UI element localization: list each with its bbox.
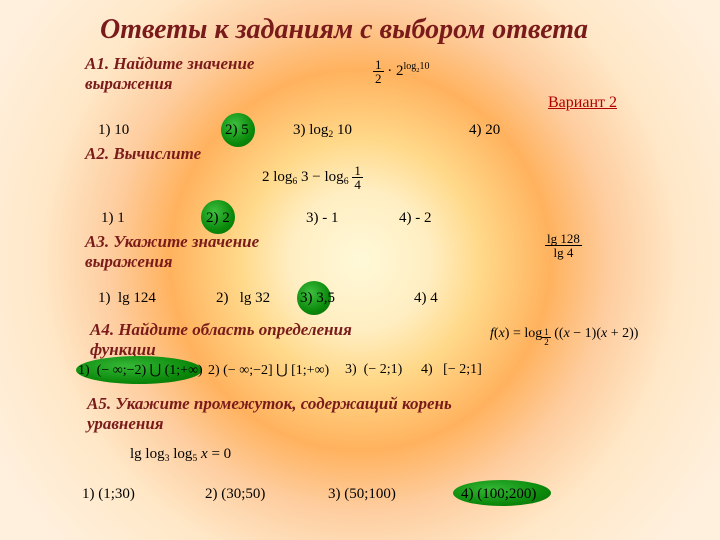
q2-opt1: 1) 1 <box>101 210 125 227</box>
variant-link[interactable]: Вариант 2 <box>548 94 617 112</box>
q4-opt4: 4) [− 2;1] <box>421 362 482 378</box>
q3-opt1: 1) lg 124 <box>98 290 156 307</box>
q5-expression: lg log3 log5 x = 0 <box>130 446 231 464</box>
q1-prompt: А1. Найдите значение выражения <box>85 54 315 93</box>
q4-prompt: А4. Найдите область определения функции <box>90 320 410 359</box>
q2-opt3: 3) - 1 <box>306 210 339 227</box>
q1-opt1: 1) 10 <box>98 122 129 139</box>
q5-opt4: 4) (100;200) <box>461 486 536 503</box>
q1-opt4: 4) 20 <box>469 122 500 139</box>
q1-expression: 12 · 2log210 <box>373 58 430 85</box>
q3-opt3: 3) 3,5 <box>300 290 335 307</box>
q1-opt2: 2) 5 <box>225 122 249 139</box>
q2-prompt: А2. Вычислите <box>85 144 205 164</box>
q2-opt2: 2) 2 <box>206 210 230 227</box>
q5-opt3: 3) (50;100) <box>328 486 396 503</box>
q3-expression: lg 128lg 4 <box>545 232 582 259</box>
q5-opt1: 1) (1;30) <box>82 486 135 503</box>
q2-expression: 2 log6 3 − log6 14 <box>262 164 363 191</box>
q5-opt2: 2) (30;50) <box>205 486 265 503</box>
slide-title: Ответы к заданиям с выбором ответа <box>100 14 588 46</box>
q2-opt4: 4) - 2 <box>399 210 432 227</box>
q3-opt4: 4) 4 <box>414 290 438 307</box>
q5-prompt: А5. Укажите промежуток, содержащий корен… <box>87 394 527 433</box>
q1-opt3: 3) log2 10 <box>293 122 352 140</box>
q4-opt3: 3) (− 2;1) <box>345 362 402 378</box>
q4-expression: f(x) = log12 ((x − 1)(x + 2)) <box>490 326 638 347</box>
q4-opt1: 1) (− ∞;−2) ⋃ (1;+∞) <box>78 362 203 379</box>
q4-opt2: 2) (− ∞;−2] ⋃ [1;+∞) <box>208 362 329 379</box>
q3-opt2: 2) lg 32 <box>216 290 270 307</box>
q3-prompt: А3. Укажите значение выражения <box>85 232 315 271</box>
